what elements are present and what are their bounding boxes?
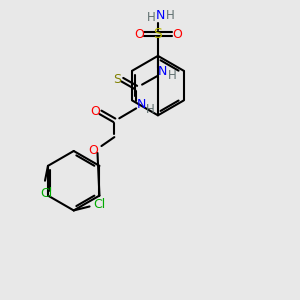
Text: N: N [156,9,166,22]
Text: O: O [88,145,98,158]
Text: N: N [158,65,168,78]
Text: O: O [134,28,144,40]
Text: S: S [113,73,121,86]
Text: H: H [147,11,155,24]
Text: Cl: Cl [40,187,52,200]
Text: Cl: Cl [93,198,106,211]
Text: H: H [165,9,174,22]
Text: O: O [91,105,100,118]
Text: N: N [136,98,146,111]
Text: O: O [172,28,182,40]
Text: H: H [167,69,176,82]
Text: S: S [154,27,162,41]
Text: H: H [146,103,154,116]
